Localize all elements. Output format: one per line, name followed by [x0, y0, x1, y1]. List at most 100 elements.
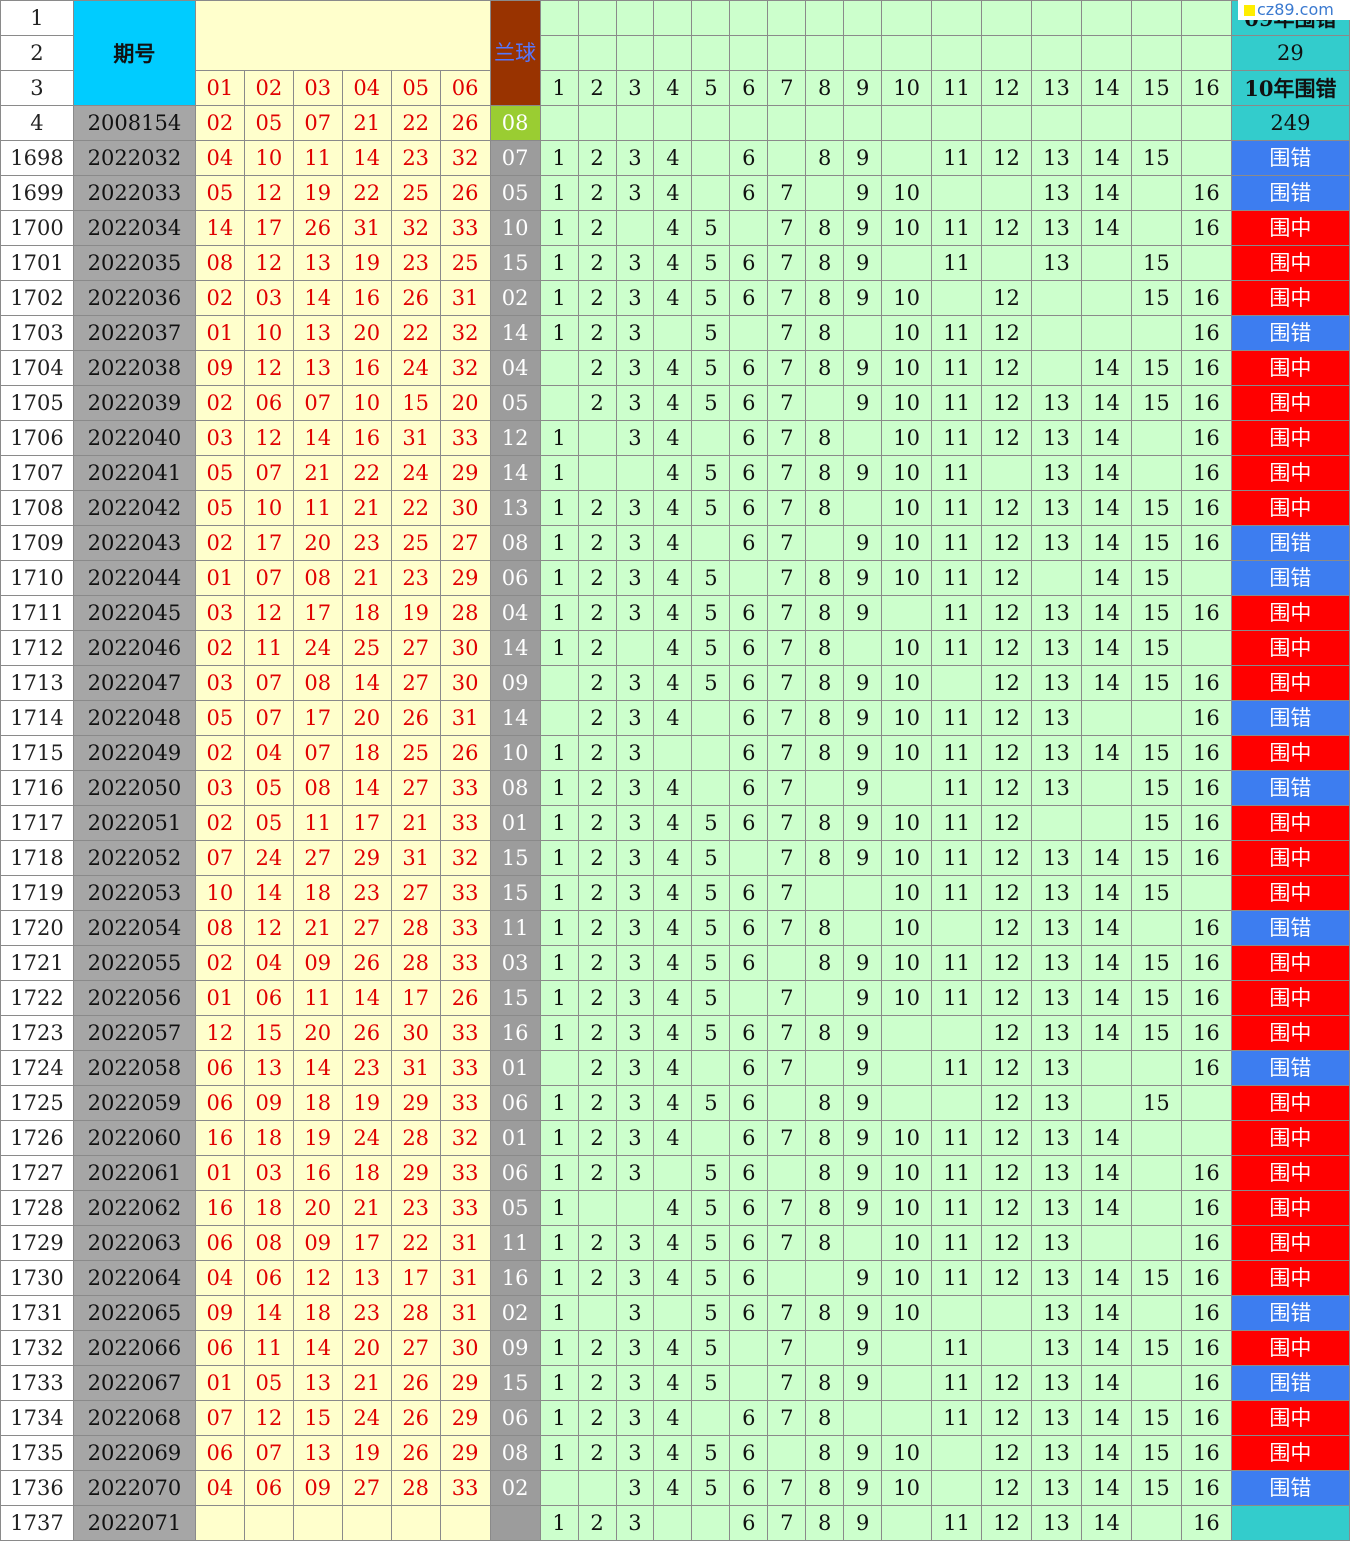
grid-cell[interactable] [1180, 0, 1232, 36]
number-cell[interactable]: 15 [1130, 875, 1182, 911]
blue-ball-cell[interactable]: 03 [489, 945, 541, 981]
number-cell[interactable]: 12 [981, 315, 1033, 351]
grid-cell[interactable] [1031, 560, 1082, 596]
row-number[interactable]: 1 [0, 0, 74, 36]
red-ball-cell[interactable]: 25 [439, 245, 491, 281]
result-badge[interactable]: 围中 [1230, 1435, 1350, 1471]
number-cell[interactable]: 3 [615, 1365, 655, 1401]
red-ball-cell[interactable]: 06 [194, 1225, 245, 1261]
period-cell[interactable]: 2022056 [72, 980, 196, 1016]
red-ball-cell[interactable]: 04 [243, 945, 294, 981]
red-ball-cell[interactable]: 20 [341, 315, 392, 351]
grid-cell[interactable] [931, 1435, 983, 1471]
number-cell[interactable]: 7 [767, 840, 807, 876]
number-cell[interactable]: 2 [577, 1260, 617, 1296]
red-ball-cell[interactable]: 27 [390, 1330, 441, 1366]
grid-cell[interactable] [931, 175, 983, 211]
red-ball-cell[interactable]: 07 [292, 105, 343, 141]
grid-cell[interactable] [539, 700, 579, 736]
number-cell[interactable]: 2 [577, 700, 617, 736]
red-ball-cell[interactable]: 33 [439, 1085, 491, 1121]
grid-cell[interactable] [577, 1470, 617, 1506]
number-cell[interactable]: 11 [931, 875, 983, 911]
number-cell[interactable]: 15 [1130, 630, 1182, 666]
number-cell[interactable]: 11 [931, 525, 983, 561]
number-cell[interactable]: 13 [1031, 525, 1082, 561]
blue-ball-cell[interactable]: 14 [489, 315, 541, 351]
number-cell[interactable]: 12 [981, 140, 1033, 176]
red-ball-cell[interactable] [390, 1505, 441, 1541]
number-cell[interactable]: 12 [981, 420, 1033, 456]
number-cell[interactable]: 2 [577, 595, 617, 631]
grid-cell[interactable] [1180, 35, 1232, 71]
red-ball-cell[interactable]: 13 [292, 245, 343, 281]
row-number[interactable]: 1705 [0, 385, 74, 421]
number-cell[interactable]: 14 [1080, 1190, 1132, 1226]
number-cell[interactable]: 9 [843, 595, 883, 631]
grid-cell[interactable] [767, 0, 807, 36]
grid-cell[interactable] [653, 315, 693, 351]
red-ball-cell[interactable]: 04 [194, 140, 245, 176]
row-number[interactable]: 4 [0, 105, 74, 141]
number-cell[interactable]: 6 [729, 245, 769, 281]
grid-cell[interactable] [691, 175, 731, 211]
red-ball-cell[interactable]: 19 [341, 1435, 392, 1471]
red-ball-cell[interactable]: 14 [341, 770, 392, 806]
number-cell[interactable]: 9 [843, 1435, 883, 1471]
grid-cell[interactable] [577, 1190, 617, 1226]
number-cell[interactable]: 11 [931, 805, 983, 841]
number-cell[interactable]: 6 [729, 1260, 769, 1296]
period-cell[interactable]: 2022038 [72, 350, 196, 386]
grid-cell[interactable] [1080, 245, 1132, 281]
number-cell[interactable]: 4 [653, 980, 693, 1016]
number-cell[interactable]: 5 [691, 840, 731, 876]
grid-cell[interactable] [729, 980, 769, 1016]
red-ball-cell[interactable]: 14 [292, 280, 343, 316]
number-cell[interactable]: 13 [1031, 1505, 1082, 1541]
red-ball-cell[interactable]: 02 [194, 805, 245, 841]
number-cell[interactable]: 11 [931, 1050, 983, 1086]
red-ball-cell[interactable]: 08 [292, 770, 343, 806]
period-cell[interactable]: 2022036 [72, 280, 196, 316]
blue-ball-cell[interactable]: 15 [489, 245, 541, 281]
red-ball-cell[interactable]: 18 [243, 1120, 294, 1156]
number-cell[interactable]: 6 [729, 1155, 769, 1191]
row-number[interactable]: 1733 [0, 1365, 74, 1401]
number-cell[interactable]: 9 [843, 1505, 883, 1541]
number-cell[interactable]: 10 [881, 560, 933, 596]
number-cell[interactable]: 15 [1130, 595, 1182, 631]
number-cell[interactable]: 10 [881, 980, 933, 1016]
red-ball-cell[interactable]: 30 [439, 490, 491, 526]
number-cell[interactable]: 13 [1031, 245, 1082, 281]
red-ball-cell[interactable]: 22 [341, 455, 392, 491]
red-ball-cell[interactable]: 17 [243, 210, 294, 246]
grid-cell[interactable] [767, 35, 807, 71]
number-cell[interactable]: 10 [881, 280, 933, 316]
red-ball-cell[interactable]: 14 [292, 1330, 343, 1366]
grid-cell[interactable] [615, 1190, 655, 1226]
number-cell[interactable]: 6 [729, 665, 769, 701]
period-cell[interactable]: 2022070 [72, 1470, 196, 1506]
number-cell[interactable]: 7 [767, 210, 807, 246]
period-cell[interactable]: 2022071 [72, 1505, 196, 1541]
number-cell[interactable]: 13 [1031, 980, 1082, 1016]
grid-cell[interactable] [1180, 560, 1232, 596]
grid-cell[interactable] [767, 1435, 807, 1471]
number-cell[interactable]: 14 [1080, 1470, 1132, 1506]
red-ball-cell[interactable]: 26 [390, 280, 441, 316]
red-ball-cell[interactable]: 23 [341, 525, 392, 561]
number-cell[interactable]: 15 [1130, 805, 1182, 841]
period-cell[interactable]: 2022068 [72, 1400, 196, 1436]
red-ball-cell[interactable]: 14 [243, 875, 294, 911]
number-cell[interactable]: 6 [729, 910, 769, 946]
number-cell[interactable]: 9 [843, 1085, 883, 1121]
red-ball-cell[interactable]: 22 [390, 105, 441, 141]
number-cell[interactable]: 10 [881, 1190, 933, 1226]
number-cell[interactable]: 7 [767, 350, 807, 386]
red-ball-cell[interactable]: 18 [243, 1190, 294, 1226]
red-ball-cell[interactable]: 26 [439, 175, 491, 211]
red-ball-cell[interactable]: 12 [243, 595, 294, 631]
number-cell[interactable]: 6 [729, 1120, 769, 1156]
number-cell[interactable]: 16 [1180, 1015, 1232, 1051]
red-ball-cell[interactable]: 25 [390, 525, 441, 561]
